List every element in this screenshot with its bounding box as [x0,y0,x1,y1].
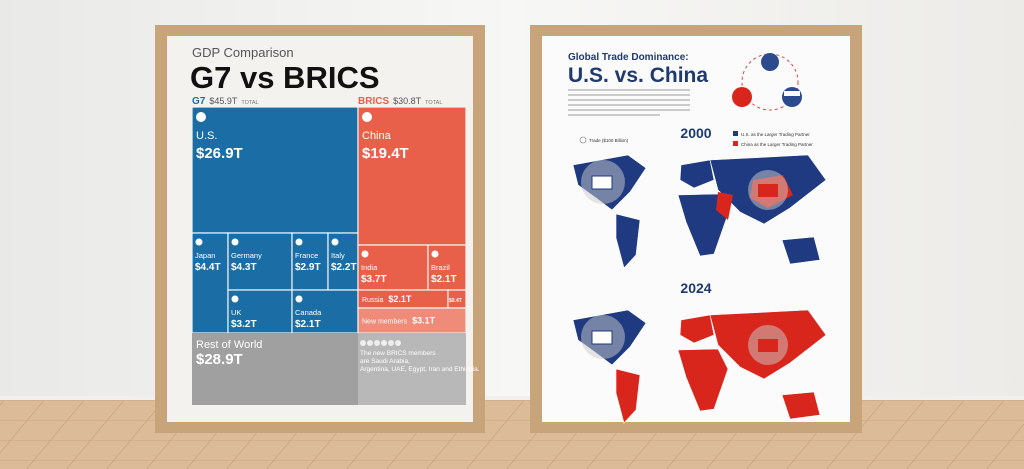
treemap-cell [357,106,467,246]
flag [431,250,439,258]
continent [781,391,821,420]
legend-label: China as the Larger Trading Partner [741,142,813,147]
continent [679,159,715,189]
cell-value: $2.1T [388,294,412,304]
legend-bubble [579,136,587,144]
legend-label: U.S. as the Larger Trading Partner [741,132,810,137]
flag [395,340,401,346]
cell-name: Germany [231,251,262,260]
flag [374,340,380,346]
treemap-cell [191,106,359,234]
note: The new BRICS members are Saudi Arabia, Ar… [360,350,480,373]
group-name: BRICS [358,96,389,107]
group-total-label: TOTAL [425,100,442,106]
flag [195,238,203,246]
poster-title: G7 vs BRICS [190,60,380,95]
flag [758,184,778,197]
poster-subtitle: GDP Comparison [192,45,294,60]
cell-value: $2.2T [331,262,357,273]
cell-name: Japan [195,251,215,260]
group-total: $45.9T [209,96,238,106]
flag [388,340,394,346]
map-year: 2000 [680,125,711,141]
continent [781,236,821,265]
cell-name: Brazil [431,263,450,272]
cell-value: $3.2T [231,319,257,330]
flag [367,340,373,346]
flag [231,295,239,303]
flag [591,330,613,345]
cell-value: $3.7T [361,274,387,285]
rest-name: Rest of World [196,339,262,351]
cell-value: $2.1T [431,274,457,285]
cell-value: $4.4T [195,262,221,273]
cell-name: India [361,263,378,272]
poster-title: Global Trade Dominance: [568,52,689,63]
cell-value: $2.1T [295,319,321,330]
flag [295,295,303,303]
size-legend: Trade ($100 Billion) [589,138,629,143]
floor [0,400,1024,469]
treemap-cell [227,289,293,334]
cell-name: Russia [362,297,384,304]
cell-value: $26.9T [196,145,243,162]
cell-value: $2.9T [295,262,321,273]
cell-name: China [362,130,392,142]
continent [615,368,641,424]
flag [295,238,303,246]
treemap-cell [357,244,429,291]
flag [381,340,387,346]
cell-name: Canada [295,308,322,317]
poster-title: U.S. vs. China [568,64,708,87]
flag [362,112,372,122]
flag [196,112,206,122]
paragraph [568,89,690,116]
cell-name: France [295,251,318,260]
cell-value: $4.3T [231,262,257,273]
maps: 2000 2024 U.S. as the Larger Trading Partn… [572,125,827,424]
world-map [572,154,827,269]
cell-name: UK [231,308,241,317]
flag [758,339,778,352]
flag [331,238,339,246]
world-map [572,309,827,424]
cell-value: $3.1T [412,316,436,326]
group-name: G7 [192,96,206,107]
group-total-label: TOTAL [241,100,258,106]
group-total: $30.8T [393,96,422,106]
treemap-cell [191,232,229,334]
continent [679,314,715,344]
continent [677,348,729,412]
flag [231,238,239,246]
flag [361,250,369,258]
cell-name: Italy [331,251,345,260]
wall [0,0,1024,400]
map-year: 2024 [680,280,711,296]
globe-icon [732,53,802,111]
treemap-cell [291,289,359,334]
cell-name: U.S. [196,130,217,142]
cell-value: $19.4T [362,145,409,162]
legend-swatch [733,141,738,146]
cell-name: New members [362,319,408,326]
treemap: G7 $45.9T TOTAL BRICS $30.8T TOTALU.S.$26.9TJ… [191,96,480,405]
region [716,192,733,220]
flag [591,175,613,190]
rest-of-world [192,333,358,405]
baseboard [0,396,1024,400]
cell-value: $0.4T [449,298,462,304]
legend-swatch [733,131,738,136]
continent [615,213,641,269]
flag [360,340,366,346]
rest-value: $28.9T [196,351,243,368]
